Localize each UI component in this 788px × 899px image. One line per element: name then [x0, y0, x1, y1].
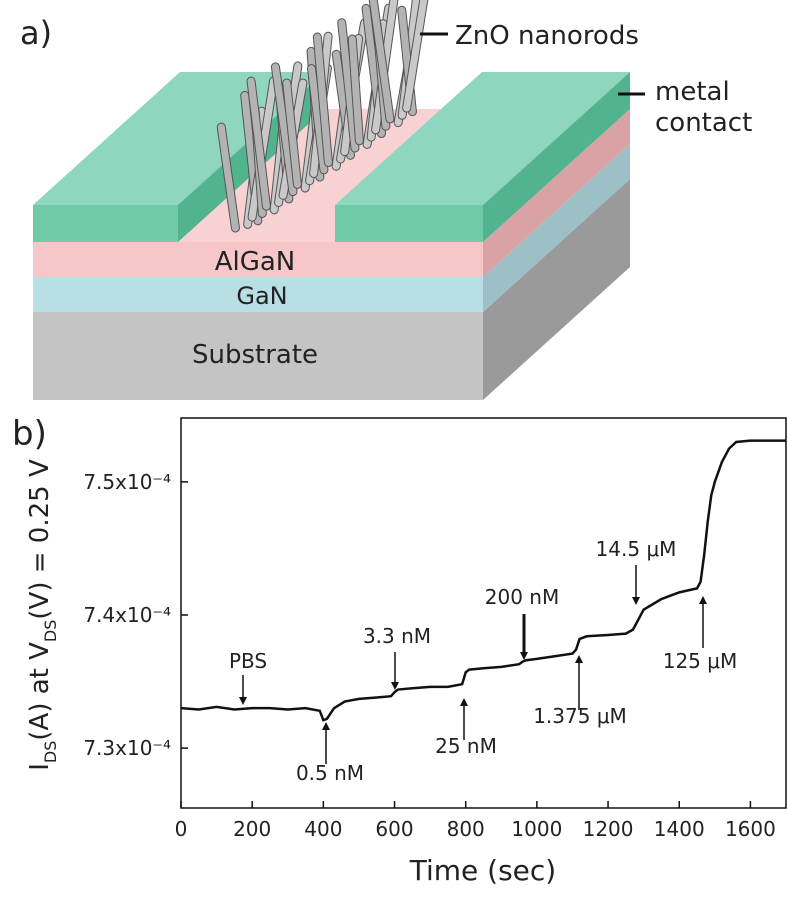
arrow-head: [575, 655, 583, 663]
substrate-front: [33, 312, 483, 400]
arrow-head: [322, 722, 330, 730]
nanorods: [216, 0, 429, 233]
annotation: 1.375 μM: [533, 704, 627, 728]
y-axis-label: IDS(A) at VDS(V) = 0.25 V: [25, 459, 60, 771]
annotation: 25 nM: [435, 734, 497, 758]
nanorod: [402, 0, 429, 113]
panel-label: b): [12, 414, 47, 454]
y-tick-label: 7.4x10⁻⁴: [83, 603, 171, 627]
x-tick-label: 200: [233, 817, 271, 841]
contact-right-top: [335, 72, 630, 205]
x-tick-label: 400: [304, 817, 342, 841]
arrow-head: [239, 697, 247, 705]
plot-frame: [180, 417, 787, 809]
y-label-part: DS: [41, 741, 60, 763]
x-tick-label: 800: [447, 817, 485, 841]
contact-right-side: [483, 72, 630, 242]
annotation: PBS: [229, 649, 267, 673]
x-tick-label: 0: [175, 817, 188, 841]
arrow-head: [391, 682, 399, 690]
y-tick-label: 7.5x10⁻⁴: [83, 470, 171, 494]
nanorod-label: ZnO nanorods: [455, 21, 639, 51]
layer-label: GaN: [236, 282, 287, 310]
layer-label: AlGaN: [215, 247, 296, 277]
arrow-head: [460, 698, 468, 706]
annotation: 200 nM: [485, 585, 559, 609]
algan-front: [33, 242, 483, 277]
y-label-part: (A) at V: [25, 642, 55, 741]
nanorod: [347, 34, 364, 146]
substrate-side: [483, 179, 630, 400]
x-axis-label: Time (sec): [409, 854, 556, 887]
x-tick-label: 600: [375, 817, 413, 841]
gan-front: [33, 277, 483, 312]
contact-label: contact: [655, 108, 752, 138]
arrow-head: [699, 596, 707, 604]
x-tick-label: 1400: [654, 817, 705, 841]
y-tick-label: 7.3x10⁻⁴: [83, 736, 171, 760]
x-tick-label: 1000: [511, 817, 562, 841]
arrow-head: [632, 597, 640, 605]
contact-left-front: [33, 205, 178, 242]
data-line: [180, 439, 786, 722]
nanorod: [312, 32, 333, 168]
y-label-part: (V) = 0.25 V: [25, 459, 55, 620]
annotation: 0.5 nM: [296, 761, 364, 785]
x-tick-label: 1200: [583, 817, 634, 841]
contact-label: metal: [655, 77, 730, 107]
annotation: 125 μM: [663, 649, 738, 673]
gan-side: [483, 144, 630, 312]
x-tick-label: 1600: [725, 817, 776, 841]
nanorod: [216, 122, 240, 233]
panel-label: a): [20, 14, 52, 52]
device-diagram: [33, 0, 645, 400]
nanorod: [367, 0, 395, 124]
y-label-part: I: [25, 763, 55, 771]
contact-right-front: [335, 205, 483, 242]
algan-side: [483, 109, 630, 277]
nanorod: [282, 78, 302, 189]
nanorod: [246, 76, 271, 211]
layer-label: Substrate: [192, 340, 318, 370]
annotation: 14.5 μM: [596, 537, 677, 561]
arrow-head: [520, 652, 528, 660]
annotation: 3.3 nM: [363, 624, 431, 648]
y-label-part: DS: [41, 620, 60, 642]
